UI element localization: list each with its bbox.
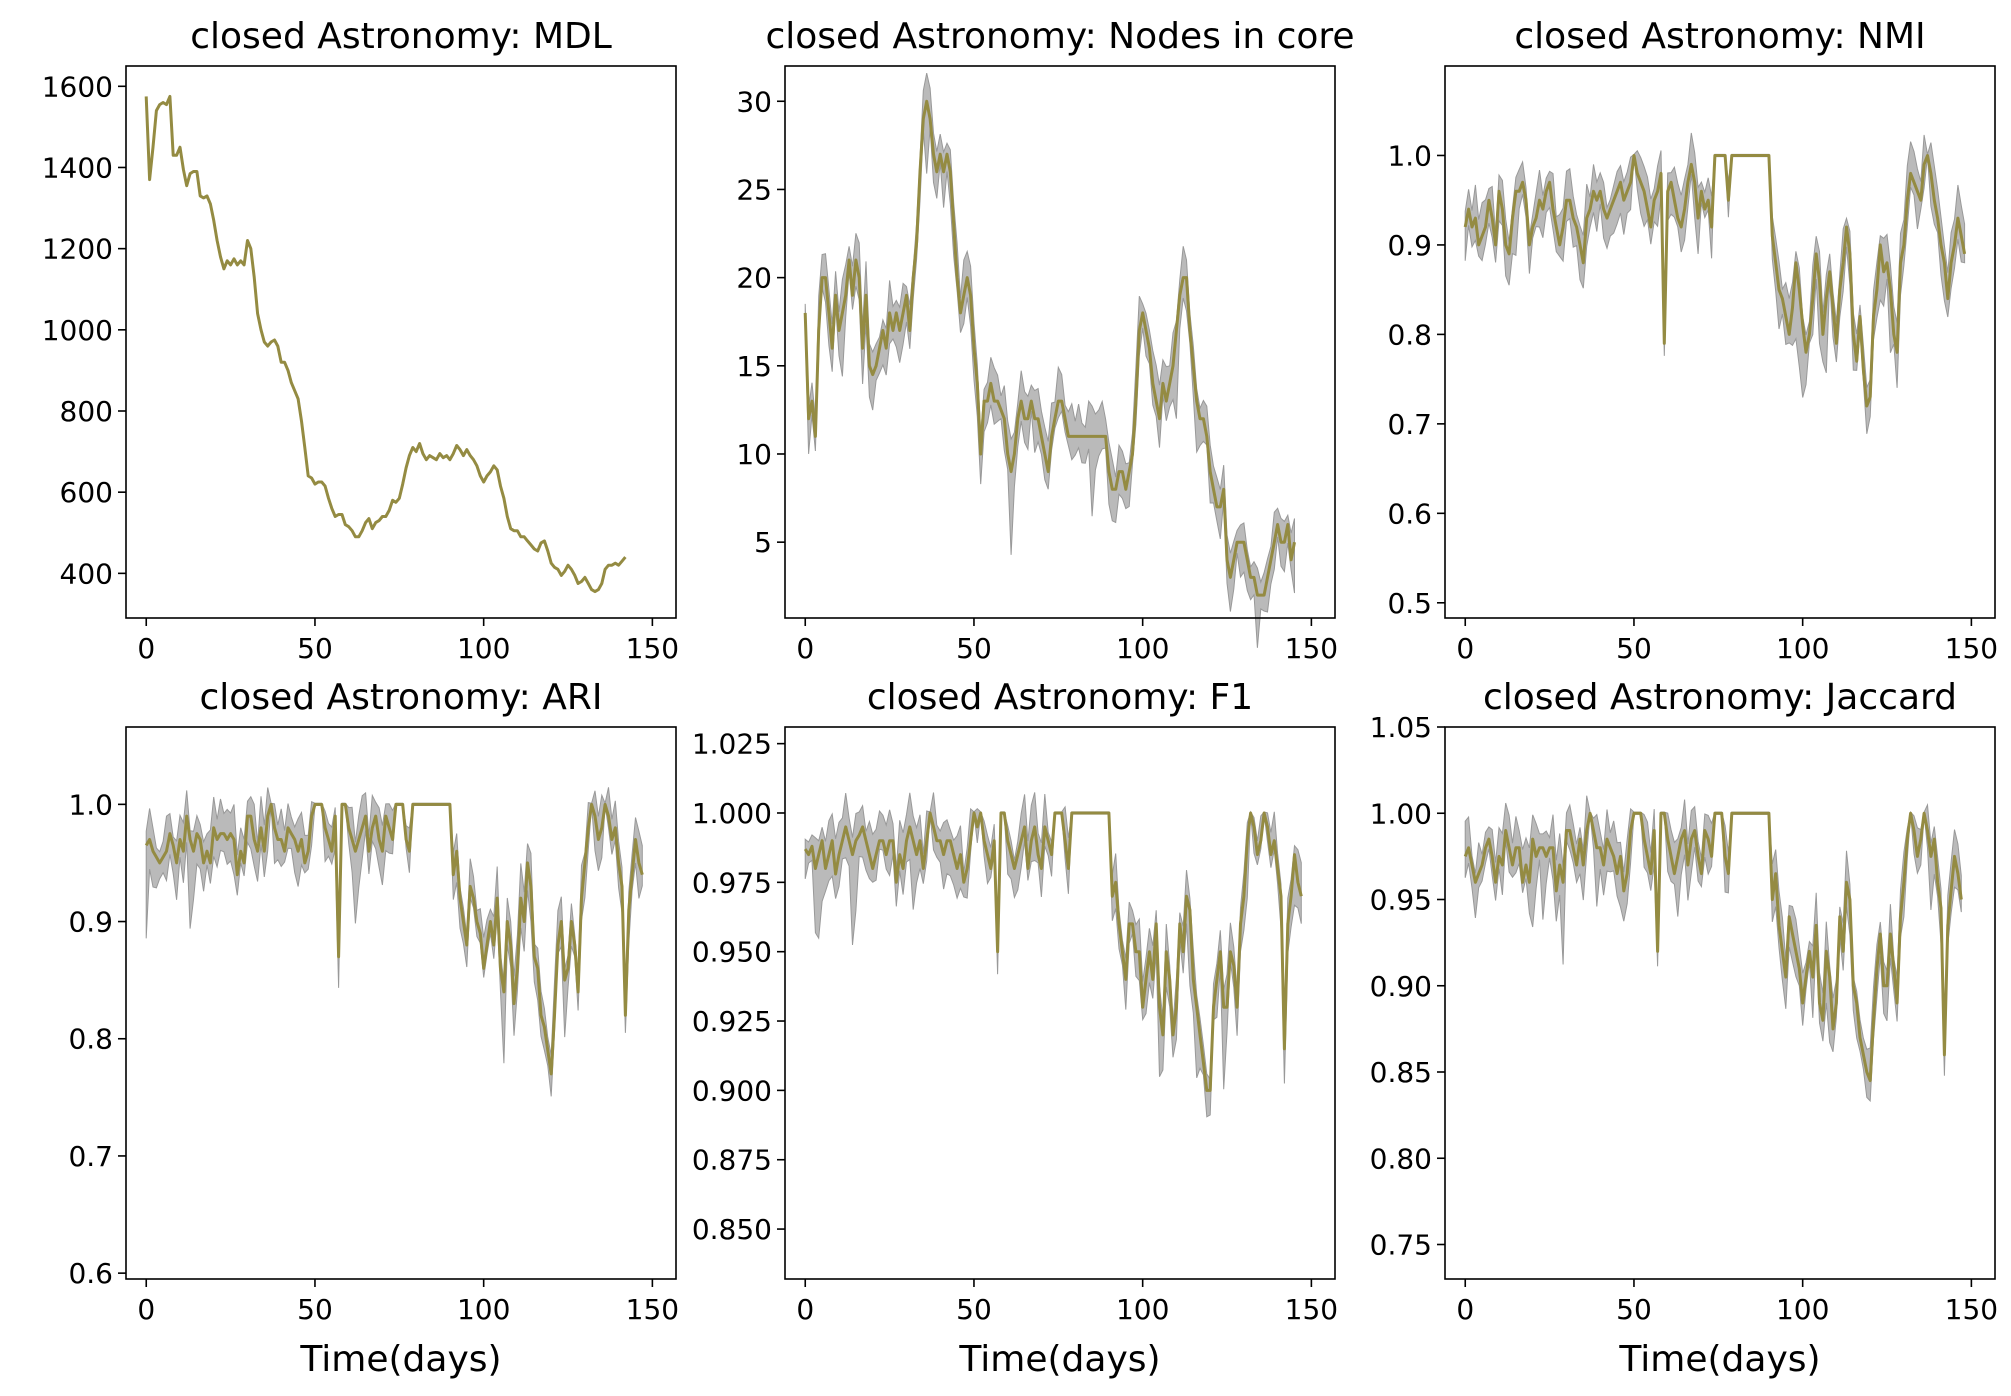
x-tick-label: 100 xyxy=(457,632,510,665)
chart-panel-3: closed Astronomy: NMI 0 50 100 150 0.5 0.6 0.7 0… xyxy=(1387,16,1998,665)
x-tick-label: 150 xyxy=(626,632,679,665)
series-line xyxy=(144,94,627,594)
y-tick-label: 5 xyxy=(754,526,772,559)
x-tick-label: 50 xyxy=(297,1293,333,1326)
y-tick-label: 1600 xyxy=(42,70,113,103)
y-tick-label: 400 xyxy=(60,557,113,590)
chart-panel-4: closed Astronomy: ARI 0 50 100 150 0.6 0.7 0.8 0… xyxy=(68,677,679,1380)
y-tick-label: 0.850 xyxy=(692,1213,772,1246)
chart-panel-6: closed Astronomy: Jaccard 0 50 100 150 0.75 0.… xyxy=(1370,677,1998,1380)
x-tick-label: 0 xyxy=(1456,1293,1474,1326)
y-tick-label: 600 xyxy=(60,476,113,509)
chart-title: closed Astronomy: Jaccard xyxy=(1483,677,1957,718)
x-axis-label: Time(days) xyxy=(1618,1339,1820,1380)
chart-panel-2: closed Astronomy: Nodes in core 0 50 100 150… xyxy=(736,16,1354,665)
chart-title: closed Astronomy: Nodes in core xyxy=(765,16,1354,57)
y-tick-label: 1000 xyxy=(42,314,113,347)
axes-frame xyxy=(125,65,677,619)
x-tick-label: 150 xyxy=(1285,632,1338,665)
x-tick-label: 100 xyxy=(457,1293,510,1326)
x-tick-label: 150 xyxy=(1945,1293,1998,1326)
y-tick-label: 800 xyxy=(60,395,113,428)
x-tick-label: 50 xyxy=(956,1293,992,1326)
x-tick-label: 0 xyxy=(1456,632,1474,665)
y-tick-label: 0.9 xyxy=(1387,229,1432,262)
y-tick-label: 0.85 xyxy=(1370,1056,1432,1089)
y-tick-label: 0.90 xyxy=(1370,970,1432,1003)
chart-title: closed Astronomy: ARI xyxy=(200,677,603,718)
axes-frame xyxy=(125,726,677,1280)
y-tick-label: 0.925 xyxy=(692,1005,772,1038)
y-tick-label: 1.025 xyxy=(692,728,772,761)
y-tick-label: 0.75 xyxy=(1370,1229,1432,1262)
y-tick-label: 1.0 xyxy=(1387,139,1432,172)
y-tick-label: 0.950 xyxy=(692,936,772,969)
y-tick-label: 0.8 xyxy=(1387,318,1432,351)
chart-title: closed Astronomy: NMI xyxy=(1514,16,1925,57)
axes-frame xyxy=(1444,726,1996,1280)
y-tick-label: 0.9 xyxy=(68,906,113,939)
y-tick-label: 0.975 xyxy=(692,866,772,899)
y-tick-label: 0.7 xyxy=(1387,408,1432,441)
y-tick-label: 1400 xyxy=(42,151,113,184)
x-tick-label: 0 xyxy=(796,632,814,665)
y-tick-label: 20 xyxy=(736,262,772,295)
x-tick-label: 0 xyxy=(137,1293,155,1326)
y-tick-label: 1.00 xyxy=(1370,797,1432,830)
x-axis-label: Time(days) xyxy=(958,1339,1160,1380)
y-tick-label: 25 xyxy=(736,173,772,206)
y-tick-label: 1.000 xyxy=(692,797,772,830)
x-tick-label: 0 xyxy=(137,632,155,665)
chart-title: closed Astronomy: MDL xyxy=(190,16,612,57)
x-tick-label: 100 xyxy=(1776,632,1829,665)
y-tick-label: 0.95 xyxy=(1370,884,1432,917)
x-tick-label: 100 xyxy=(1116,632,1169,665)
x-tick-label: 0 xyxy=(796,1293,814,1326)
confidence-band xyxy=(804,792,1302,1118)
y-tick-label: 0.7 xyxy=(68,1140,113,1173)
x-tick-label: 150 xyxy=(1285,1293,1338,1326)
axes-frame xyxy=(784,726,1336,1280)
y-tick-label: 1200 xyxy=(42,233,113,266)
series-line xyxy=(1463,811,1963,1083)
series-line xyxy=(803,811,1303,1092)
y-tick-label: 1.0 xyxy=(68,788,113,821)
chart-panel-5: closed Astronomy: F1 0 50 100 150 0.850 0.875 0… xyxy=(692,677,1338,1380)
x-axis-label: Time(days) xyxy=(299,1339,501,1380)
x-tick-label: 100 xyxy=(1116,1293,1169,1326)
x-tick-label: 150 xyxy=(1945,632,1998,665)
y-tick-label: 15 xyxy=(736,350,772,383)
series-line xyxy=(1463,154,1967,408)
axes-frame xyxy=(1444,65,1996,619)
x-tick-label: 150 xyxy=(626,1293,679,1326)
y-tick-label: 0.900 xyxy=(692,1074,772,1107)
series-line xyxy=(803,99,1296,597)
x-tick-label: 100 xyxy=(1776,1293,1829,1326)
axes-frame xyxy=(784,65,1336,619)
y-tick-label: 10 xyxy=(736,438,772,471)
y-tick-label: 1.05 xyxy=(1370,711,1432,744)
series-line xyxy=(144,802,644,1076)
x-tick-label: 50 xyxy=(956,632,992,665)
x-tick-label: 50 xyxy=(1616,1293,1652,1326)
y-tick-label: 0.6 xyxy=(1387,497,1432,530)
y-tick-label: 0.8 xyxy=(68,1023,113,1056)
y-tick-label: 0.875 xyxy=(692,1144,772,1177)
x-tick-label: 50 xyxy=(297,632,333,665)
x-tick-label: 50 xyxy=(1616,632,1652,665)
y-tick-label: 0.5 xyxy=(1387,587,1432,620)
y-tick-label: 30 xyxy=(736,85,772,118)
confidence-band xyxy=(804,72,1295,648)
chart-title: closed Astronomy: F1 xyxy=(867,677,1253,718)
y-tick-label: 0.80 xyxy=(1370,1142,1432,1175)
chart-panel-1: closed Astronomy: MDL 0 50 100 150 400 600 800 1… xyxy=(42,16,679,665)
y-tick-label: 0.6 xyxy=(68,1257,113,1290)
confidence-band xyxy=(145,787,643,1097)
